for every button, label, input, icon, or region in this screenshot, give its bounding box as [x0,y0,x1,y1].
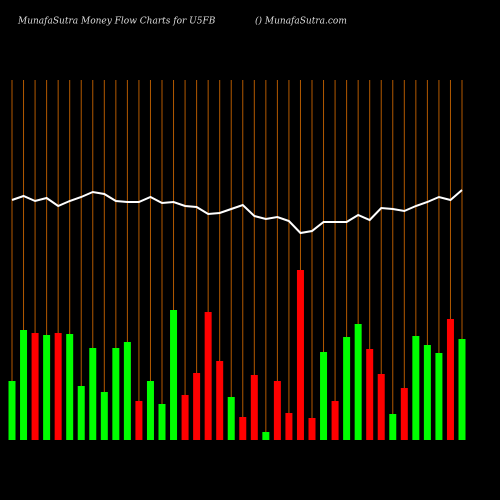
bar [331,401,339,440]
bar [262,432,270,440]
bar [343,337,351,440]
bar [112,348,120,440]
bar [377,374,385,440]
bar [66,334,74,440]
money-flow-line [11,189,463,235]
bar [123,342,131,440]
bar [135,401,143,440]
bar [181,395,189,440]
bar [100,392,108,440]
bar [8,381,16,440]
bar [354,324,362,440]
bar [446,319,454,440]
bar [412,336,420,440]
bar [227,397,235,440]
chart-title: MunafaSutra Money Flow Charts for U5FB [17,17,216,27]
bar [239,417,247,440]
bar [435,353,443,440]
bar [296,270,304,440]
bar [193,373,201,440]
bar [458,339,466,440]
bar [285,413,293,440]
bar [158,404,166,440]
bar [20,330,28,440]
bar [400,388,408,440]
bar [89,348,97,440]
bar [216,361,224,440]
bar [54,333,62,440]
bar [170,310,178,440]
bar [423,345,431,440]
bar [273,381,281,440]
bar [250,375,258,440]
bar [31,333,39,440]
bar [366,349,374,440]
bar [146,381,154,440]
bar [308,418,316,440]
bar [204,312,212,440]
bar [389,414,397,440]
bar [77,386,85,440]
bar [43,335,51,440]
bar [320,352,328,440]
chart-subtitle: () MunafaSutra.com [255,16,347,27]
